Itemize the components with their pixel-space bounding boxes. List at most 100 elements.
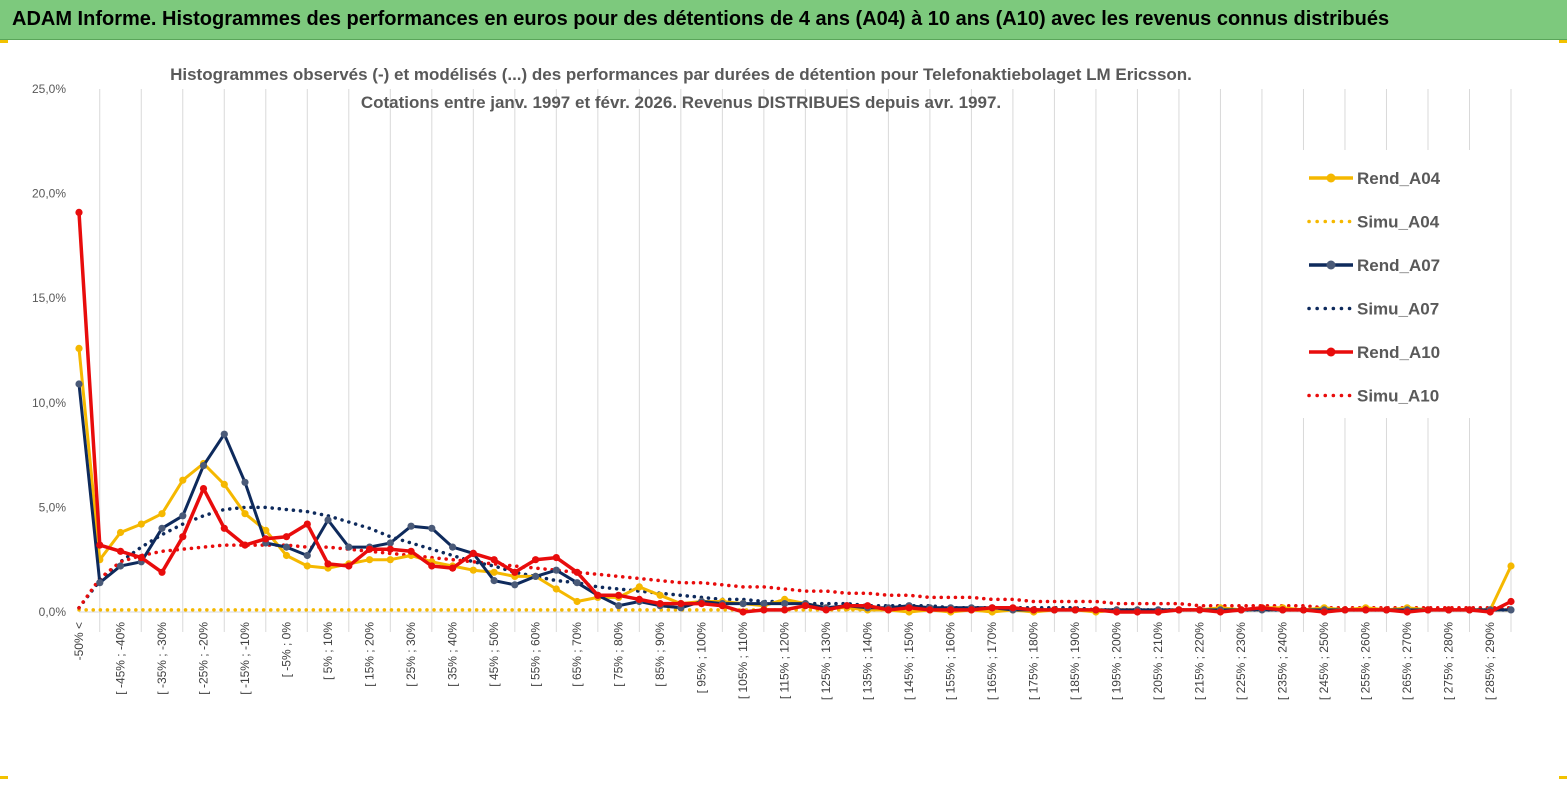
data-point <box>1507 606 1515 614</box>
legend-label: Rend_A04 <box>1357 169 1441 188</box>
data-point <box>428 524 436 532</box>
data-point <box>241 541 249 549</box>
data-point <box>656 600 664 608</box>
data-point <box>303 551 311 560</box>
data-point <box>864 602 872 610</box>
x-tick-label: [ 145% ; 150% <box>902 622 916 700</box>
legend-label: Rend_A10 <box>1357 343 1440 362</box>
legend-label: Simu_A04 <box>1357 213 1440 232</box>
data-point <box>1175 606 1183 614</box>
chart-title: Histogrammes observés (-) et modélisés (… <box>170 65 1192 84</box>
data-point <box>449 564 457 572</box>
data-point <box>511 568 519 576</box>
data-point <box>677 600 685 608</box>
data-point <box>428 562 436 570</box>
data-point <box>511 581 519 589</box>
data-point <box>75 380 83 388</box>
x-tick-label: [ 265% ; 270% <box>1400 622 1414 700</box>
data-point <box>116 562 125 570</box>
data-point <box>573 568 581 576</box>
data-point <box>615 591 623 599</box>
x-tick-label: -50% < <box>72 622 86 660</box>
data-point <box>220 524 228 532</box>
report-title: ADAM Informe. Histogrammes des performan… <box>12 8 1390 30</box>
y-tick-label: 10,0% <box>32 396 66 410</box>
data-point <box>490 556 498 564</box>
data-point <box>988 604 996 612</box>
data-point <box>1362 606 1370 614</box>
data-point <box>947 606 955 614</box>
data-point <box>1279 606 1287 614</box>
x-tick-label: [ 25% ; 30% <box>404 622 418 687</box>
corner-mark <box>1559 776 1567 779</box>
corner-mark <box>1559 40 1567 43</box>
x-tick-label: [ 275% ; 280% <box>1442 622 1456 700</box>
data-point <box>179 533 187 541</box>
data-point <box>220 430 228 438</box>
x-tick-label: [ 5% ; 10% <box>321 622 335 680</box>
data-point <box>262 526 270 535</box>
data-point <box>199 462 208 470</box>
data-point <box>1154 608 1162 616</box>
x-tick-label: [ 95% ; 100% <box>695 622 709 694</box>
data-point <box>490 577 498 585</box>
data-point <box>324 560 332 568</box>
data-point <box>116 547 125 555</box>
data-point <box>303 562 311 570</box>
data-point <box>1071 606 1079 614</box>
data-point <box>884 606 893 614</box>
x-tick-label: [ 175% ; 180% <box>1027 622 1041 700</box>
data-point <box>801 602 810 610</box>
series-line-simu-a10 <box>77 543 1513 610</box>
x-tick-label: [ 205% ; 210% <box>1151 622 1165 700</box>
data-point <box>1216 608 1224 616</box>
data-point <box>552 585 560 593</box>
legend-marker <box>1326 260 1336 270</box>
x-tick-label: [ 45% ; 50% <box>487 622 501 687</box>
data-point <box>179 476 187 484</box>
data-point <box>75 208 83 216</box>
data-point <box>1320 608 1328 616</box>
x-tick-label: [ 85% ; 90% <box>653 622 667 687</box>
y-tick-label: 5,0% <box>39 500 67 514</box>
data-point <box>1092 606 1100 614</box>
x-tick-label: [ 215% ; 220% <box>1193 622 1207 700</box>
data-point <box>449 543 457 551</box>
x-tick-label: [ 155% ; 160% <box>944 622 958 700</box>
data-point <box>781 600 789 608</box>
data-point <box>407 547 415 555</box>
data-point <box>1050 606 1058 614</box>
series-line-rend-a10 <box>77 212 1512 614</box>
data-point <box>469 549 477 558</box>
y-tick-label: 0,0% <box>39 605 67 619</box>
legend-label: Rend_A07 <box>1357 256 1440 275</box>
x-axis-ticks: -50% < [ -45% ; -40% [ -35% ; -30% [ -25% ;… <box>72 622 1497 700</box>
data-point <box>822 606 830 614</box>
data-point <box>96 579 104 587</box>
x-tick-label: [ 225% ; 230% <box>1234 622 1248 700</box>
x-tick-label: [ -45% ; -40% <box>114 622 128 695</box>
data-point <box>739 600 747 608</box>
data-point <box>1486 608 1494 616</box>
data-point <box>1341 606 1349 614</box>
data-point <box>1445 606 1453 614</box>
data-point <box>760 600 768 608</box>
x-tick-label: [ 65% ; 70% <box>570 622 584 687</box>
data-point <box>407 522 415 530</box>
x-tick-label: [ 75% ; 80% <box>612 622 626 687</box>
data-point <box>96 541 104 549</box>
data-point <box>282 551 291 560</box>
data-point <box>324 516 332 524</box>
x-tick-label: [ 125% ; 130% <box>819 622 833 700</box>
data-point <box>1382 606 1391 614</box>
x-tick-label: [ 245% ; 250% <box>1317 622 1331 700</box>
x-tick-label: [ 165% ; 170% <box>985 622 999 700</box>
x-tick-label: [ 105% ; 110% <box>736 622 750 699</box>
data-point <box>366 545 374 553</box>
x-tick-label: [ 235% ; 240% <box>1276 622 1290 700</box>
data-point <box>366 556 374 564</box>
data-point <box>905 604 913 612</box>
data-point <box>635 583 643 591</box>
